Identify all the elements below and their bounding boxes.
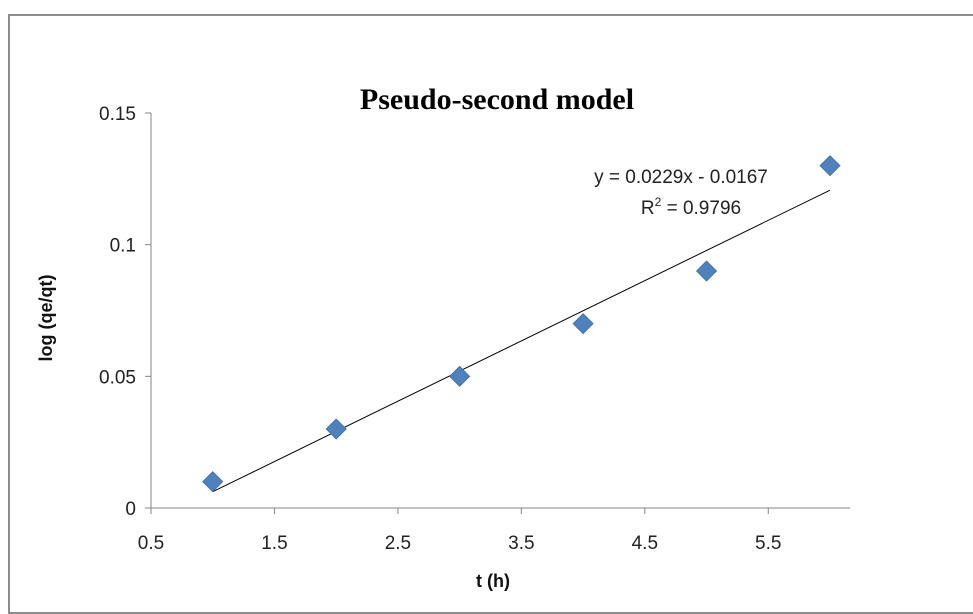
x-tick-label: 2.5 (385, 533, 411, 554)
x-tick-label: 4.5 (632, 533, 658, 554)
data-point (449, 365, 471, 387)
data-points (202, 155, 841, 493)
x-tick-label: 0.5 (138, 533, 164, 554)
data-point (819, 155, 841, 177)
r-squared-prefix: R (641, 198, 655, 219)
y-tick-label: 0 (125, 499, 136, 520)
x-axis-ticks: 0.5 1.5 2.5 3.5 4.5 5.5 (138, 508, 781, 554)
trendline (212, 189, 831, 493)
x-tick-label: 3.5 (508, 533, 534, 554)
scatter-chart: Pseudo-second model 0 0.05 0.1 0.15 0.5 1.5 2… (36, 83, 850, 591)
y-axis-ticks: 0 0.05 0.1 0.15 (99, 104, 151, 520)
trendline-r-squared: R2 = 0.9796 (641, 195, 741, 219)
y-axis-title: log (qe/qt) (36, 275, 56, 362)
data-point (202, 471, 224, 493)
x-tick-label: 1.5 (261, 533, 287, 554)
chart-title: Pseudo-second model (360, 83, 634, 116)
data-point (325, 418, 347, 440)
trendline-equation: y = 0.0229x - 0.0167 (594, 167, 768, 188)
data-point (695, 260, 718, 282)
y-tick-label: 0.1 (110, 236, 136, 257)
data-point (572, 313, 594, 335)
r-squared-superscript: 2 (655, 195, 662, 209)
y-tick-label: 0.05 (99, 367, 136, 388)
chart-frame (8, 14, 973, 614)
r-squared-value: = 0.9796 (661, 198, 741, 219)
y-tick-label: 0.15 (99, 104, 136, 125)
x-tick-label: 5.5 (755, 533, 781, 554)
x-axis-title: t (h) (476, 571, 510, 591)
